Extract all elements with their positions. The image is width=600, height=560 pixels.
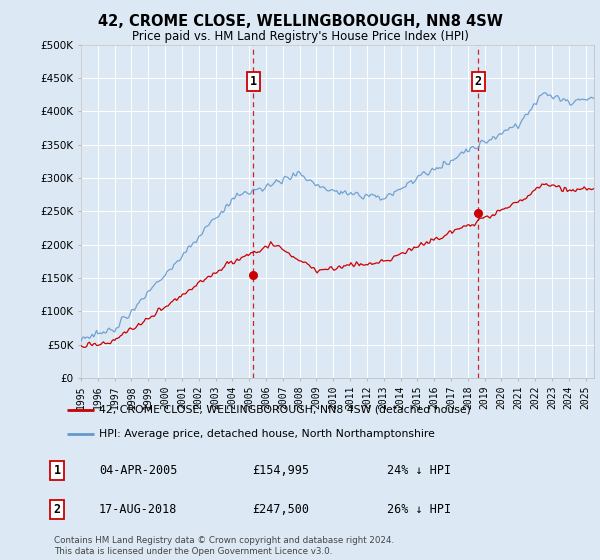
Text: 42, CROME CLOSE, WELLINGBOROUGH, NN8 4SW (detached house): 42, CROME CLOSE, WELLINGBOROUGH, NN8 4SW… — [99, 405, 471, 415]
Text: HPI: Average price, detached house, North Northamptonshire: HPI: Average price, detached house, Nort… — [99, 430, 435, 440]
Text: 04-APR-2005: 04-APR-2005 — [99, 464, 178, 477]
Text: 24% ↓ HPI: 24% ↓ HPI — [387, 464, 451, 477]
Text: Contains HM Land Registry data © Crown copyright and database right 2024.
This d: Contains HM Land Registry data © Crown c… — [54, 536, 394, 556]
Text: 17-AUG-2018: 17-AUG-2018 — [99, 503, 178, 516]
Text: 1: 1 — [250, 75, 257, 88]
Text: 42, CROME CLOSE, WELLINGBOROUGH, NN8 4SW: 42, CROME CLOSE, WELLINGBOROUGH, NN8 4SW — [98, 14, 502, 29]
Text: 2: 2 — [475, 75, 482, 88]
Text: £247,500: £247,500 — [252, 503, 309, 516]
Text: 26% ↓ HPI: 26% ↓ HPI — [387, 503, 451, 516]
Text: 1: 1 — [53, 464, 61, 477]
Text: 2: 2 — [53, 503, 61, 516]
Text: £154,995: £154,995 — [252, 464, 309, 477]
Text: Price paid vs. HM Land Registry's House Price Index (HPI): Price paid vs. HM Land Registry's House … — [131, 30, 469, 43]
